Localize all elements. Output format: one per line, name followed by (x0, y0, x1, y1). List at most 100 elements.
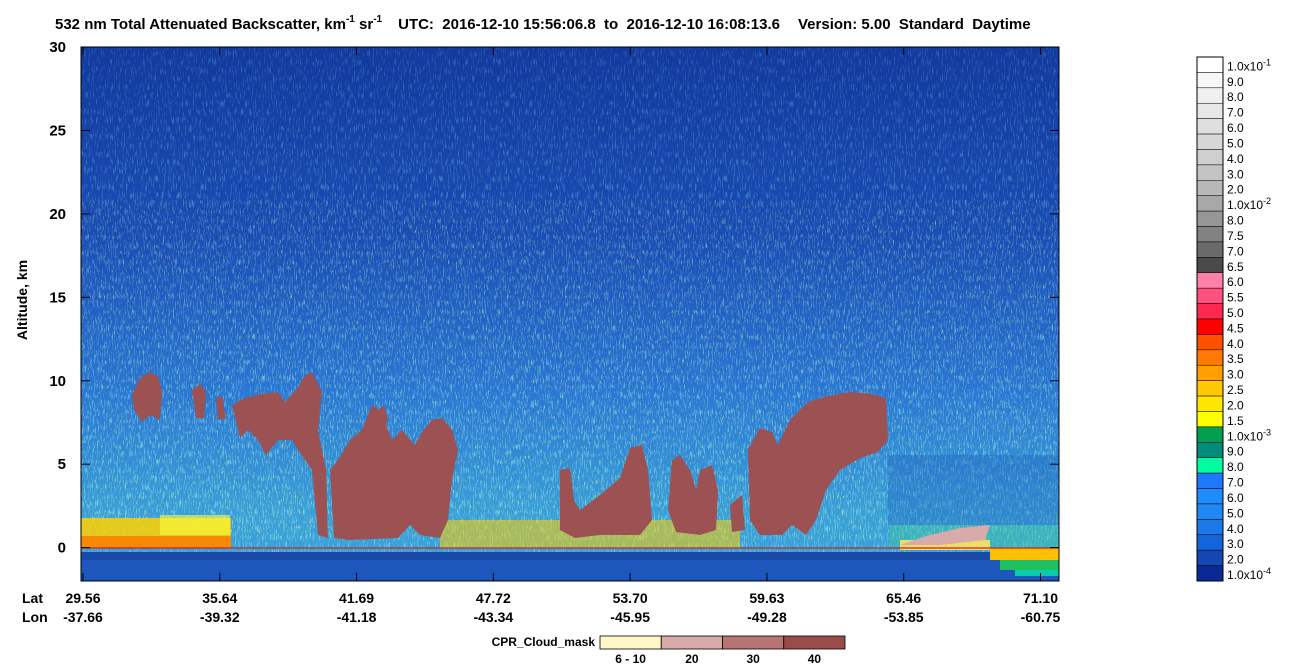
colorbar-cell (1196, 133, 1224, 150)
colorbar-cell (1196, 426, 1224, 443)
colorbar-label-text: 6.0 (1227, 491, 1244, 505)
x-row-label: Lon (22, 609, 48, 625)
colorbar-label: 4.0 (1227, 152, 1244, 166)
colorbar-label: 4.0 (1227, 337, 1244, 351)
colorbar-label-text: 8.0 (1227, 460, 1244, 474)
colorbar-cell (1196, 349, 1224, 366)
colorbar-cell (1196, 318, 1224, 335)
colorbar-label-text: 9.0 (1227, 445, 1244, 459)
surface-ice (990, 548, 1059, 560)
colorbar-label-text: 2.5 (1227, 383, 1244, 397)
colorbar-label-text: 5.0 (1227, 136, 1244, 150)
x-tick-label: 59.63 (749, 590, 784, 606)
colorbar-label-text: 3.5 (1227, 352, 1244, 366)
legend-swatch (722, 635, 785, 650)
colorbar-cell (1196, 102, 1224, 119)
colorbar-label-text: 5.0 (1227, 506, 1244, 520)
colorbar-label: 4.5 (1227, 321, 1244, 335)
colorbar-label-text: 7.5 (1227, 229, 1244, 243)
chart-title: 532 nm Total Attenuated Backscatter, km-… (55, 14, 1031, 33)
colorbar-label-text: 1.0x10 (1227, 429, 1263, 443)
colorbar-label-exp: -1 (1263, 57, 1271, 67)
colorbar-label: 7.0 (1227, 244, 1244, 258)
colorbar-cell (1196, 241, 1224, 258)
colorbar-label: 9.0 (1227, 445, 1244, 459)
colorbar-label: 5.0 (1227, 136, 1244, 150)
colorbar-label-text: 9.0 (1227, 75, 1244, 89)
colorbar-cell (1196, 195, 1224, 212)
colorbar-label-text: 8.0 (1227, 90, 1244, 104)
colorbar-cell (1196, 210, 1224, 227)
plot-area (81, 47, 1059, 581)
legend-label: 20 (685, 652, 699, 666)
colorbar-label: 8.0 (1227, 460, 1244, 474)
colorbar-label: 1.0x10-2 (1227, 196, 1271, 212)
colorbar-label-text: 6.0 (1227, 121, 1244, 135)
title-utc: UTC: 2016-12-10 15:56:06.8 to 2016-12-10… (398, 16, 780, 33)
x-tick-label: -45.95 (610, 609, 650, 625)
legend-title: CPR_Cloud_mask (492, 635, 596, 649)
colorbar-label-text: 1.5 (1227, 414, 1244, 428)
legend-swatch (599, 635, 662, 650)
surface-ice (1015, 570, 1059, 576)
x-tick-label: 35.64 (202, 590, 237, 606)
colorbar-cell (1196, 442, 1224, 458)
colorbar-cell (1196, 364, 1224, 381)
colorbar-cell (1196, 534, 1224, 551)
colorbar-cell (1196, 457, 1224, 474)
colorbar-label-text: 1.0x10 (1227, 59, 1263, 73)
colorbar-cell (1196, 303, 1224, 320)
colorbar-cell (1196, 180, 1224, 196)
legend-label: 30 (746, 652, 760, 666)
colorbar-label-text: 6.5 (1227, 260, 1244, 274)
colorbar-label: 2.0 (1227, 553, 1244, 567)
colorbar-label-exp: -4 (1263, 566, 1271, 576)
colorbar-label: 2.0 (1227, 183, 1244, 197)
colorbar-label: 9.0 (1227, 75, 1244, 89)
colorbar-cell (1196, 257, 1224, 274)
colorbar-cell (1196, 149, 1224, 166)
colorbar-label-text: 2.0 (1227, 183, 1244, 197)
colorbar-cell (1196, 472, 1224, 489)
colorbar-cell (1196, 334, 1224, 351)
legend-label: 6 - 10 (615, 652, 646, 666)
colorbar-label-text: 1.0x10 (1227, 198, 1263, 212)
colorbar-label-text: 3.0 (1227, 167, 1244, 181)
x-tick-label: 71.10 (1023, 590, 1058, 606)
colorbar-label: 6.0 (1227, 491, 1244, 505)
colorbar-label-text: 7.0 (1227, 244, 1244, 258)
colorbar-label-text: 7.0 (1227, 476, 1244, 490)
colorbar-cell (1196, 411, 1224, 428)
colorbar-label-text: 1.0x10 (1227, 568, 1263, 582)
title-text: sr (355, 16, 374, 33)
x-tick-label: 53.70 (613, 590, 648, 606)
title-text: 532 nm Total Attenuated Backscatter, km (55, 16, 346, 33)
x-tick-label: -41.18 (337, 609, 377, 625)
cloud-layer (132, 372, 888, 540)
colorbar-label: 2.5 (1227, 383, 1244, 397)
colorbar-label-text: 6.0 (1227, 275, 1244, 289)
colorbar-label: 4.0 (1227, 522, 1244, 536)
colorbar-label-text: 2.0 (1227, 398, 1244, 412)
colorbar-cell (1196, 565, 1224, 582)
x-tick-label: -43.34 (473, 609, 513, 625)
y-tick-label: 0 (58, 540, 66, 557)
colorbar-label-text: 3.0 (1227, 537, 1244, 551)
colorbar-cell (1196, 380, 1224, 397)
colorbar-label-text: 5.0 (1227, 306, 1244, 320)
colorbar-label: 8.0 (1227, 90, 1244, 104)
colorbar-label: 5.0 (1227, 506, 1244, 520)
colorbar-cell (1196, 287, 1224, 304)
colorbar-cell (1196, 118, 1224, 135)
colorbar-label: 2.0 (1227, 398, 1244, 412)
legend-label: 40 (808, 652, 822, 666)
x-row-label: Lat (22, 590, 43, 606)
y-axis-label: Altitude, km (14, 260, 30, 340)
colorbar-label-text: 8.0 (1227, 214, 1244, 228)
colorbar-label: 5.0 (1227, 306, 1244, 320)
colorbar-label-exp: -3 (1263, 427, 1271, 437)
title-version: Version: 5.00 Standard Daytime (798, 16, 1031, 33)
legend-swatch (783, 635, 846, 650)
y-tick-label: 10 (49, 373, 66, 390)
y-tick-label: 5 (58, 456, 66, 473)
